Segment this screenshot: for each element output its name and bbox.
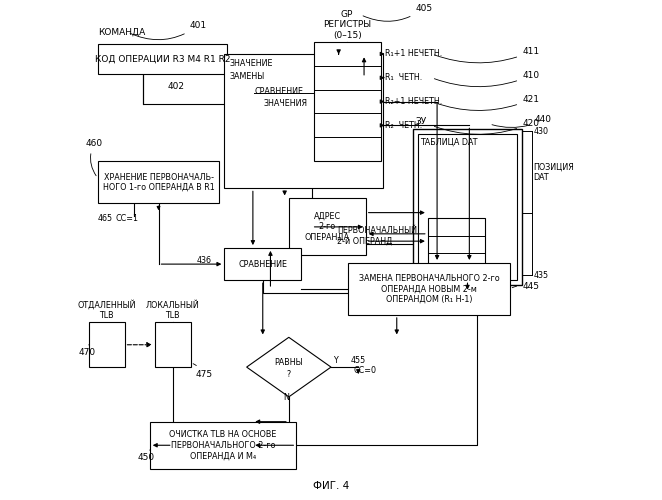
Text: 460: 460 xyxy=(85,140,103,175)
Text: ЗАМЕНЫ: ЗАМЕНЫ xyxy=(229,72,265,81)
Text: СРАВНЕНИЕ: СРАВНЕНИЕ xyxy=(238,260,287,268)
Text: КОМАНДА: КОМАНДА xyxy=(98,28,145,37)
FancyBboxPatch shape xyxy=(98,161,219,204)
Text: R₂  ЧЕТН.: R₂ ЧЕТН. xyxy=(385,121,422,130)
Text: 411: 411 xyxy=(434,48,540,63)
Text: R₁  ЧЕТН.: R₁ ЧЕТН. xyxy=(385,74,422,82)
FancyBboxPatch shape xyxy=(348,263,510,315)
Text: GP
РЕГИСТРЫ
(0–15): GP РЕГИСТРЫ (0–15) xyxy=(323,10,371,40)
Text: ПОЗИЦИЯ
DAT: ПОЗИЦИЯ DAT xyxy=(534,162,574,182)
FancyBboxPatch shape xyxy=(314,42,381,161)
Text: 440: 440 xyxy=(492,116,551,128)
Text: 445: 445 xyxy=(512,282,539,291)
Text: ЛОКАЛЬНЫЙ
TLB: ЛОКАЛЬНЫЙ TLB xyxy=(146,300,199,320)
Text: ХРАНЕНИЕ ПЕРВОНАЧАЛЬ-
НОГО 1-го ОПЕРАНДА В R1: ХРАНЕНИЕ ПЕРВОНАЧАЛЬ- НОГО 1-го ОПЕРАНДА… xyxy=(103,172,214,192)
Text: 405: 405 xyxy=(363,4,432,21)
Text: АДРЕС
2-го
ОПЕРАНДА: АДРЕС 2-го ОПЕРАНДА xyxy=(305,212,350,242)
Text: 470: 470 xyxy=(79,345,96,356)
FancyBboxPatch shape xyxy=(413,129,522,285)
FancyBboxPatch shape xyxy=(224,248,301,280)
FancyBboxPatch shape xyxy=(89,322,124,367)
Text: ФИГ. 4: ФИГ. 4 xyxy=(313,481,349,491)
Text: КОД ОПЕРАЦИИ R3 M4 R1 R2: КОД ОПЕРАЦИИ R3 M4 R1 R2 xyxy=(95,55,230,64)
Text: 436: 436 xyxy=(197,256,212,266)
Text: R₂+1 НЕЧЕТН.: R₂+1 НЕЧЕТН. xyxy=(385,97,442,106)
FancyBboxPatch shape xyxy=(289,198,365,256)
FancyBboxPatch shape xyxy=(428,218,485,270)
Polygon shape xyxy=(247,338,331,397)
Text: 402: 402 xyxy=(167,82,184,90)
Text: СС=0: СС=0 xyxy=(354,366,376,374)
Text: ЗАМЕНА ПЕРВОНАЧАЛЬНОГО 2-го
ОПЕРАНДА НОВЫМ 2-м
ОПЕРАНДОМ (R₁ H-1): ЗАМЕНА ПЕРВОНАЧАЛЬНОГО 2-го ОПЕРАНДА НОВ… xyxy=(359,274,499,304)
Text: 435: 435 xyxy=(534,271,549,280)
Text: ПЕРВОНАЧАЛЬНЫЙ
2-й ОПЕРАНД: ПЕРВОНАЧАЛЬНЫЙ 2-й ОПЕРАНД xyxy=(337,226,417,246)
FancyBboxPatch shape xyxy=(98,44,227,74)
Text: ЗУ: ЗУ xyxy=(415,118,426,126)
Text: 475: 475 xyxy=(193,364,213,379)
Text: СРАВНЕНИЕ: СРАВНЕНИЕ xyxy=(254,86,303,96)
Text: 430: 430 xyxy=(534,127,549,136)
Text: ЗНАЧЕНИЯ: ЗНАЧЕНИЯ xyxy=(264,99,308,108)
Text: 450: 450 xyxy=(138,450,154,462)
Text: ЗНАЧЕНИЕ: ЗНАЧЕНИЕ xyxy=(229,60,273,68)
FancyBboxPatch shape xyxy=(224,54,383,188)
Text: СС=1: СС=1 xyxy=(115,214,138,223)
FancyBboxPatch shape xyxy=(418,134,517,280)
Text: ?: ? xyxy=(287,370,291,379)
Text: РАВНЫ: РАВНЫ xyxy=(275,358,303,366)
Text: ТАБЛИЦА DAT: ТАБЛИЦА DAT xyxy=(420,138,478,147)
Text: Y: Y xyxy=(334,356,338,364)
Text: ОЧИСТКА TLB НА ОСНОВЕ
ПЕРВОНАЧАЛЬНОГО 2-го
ОПЕРАНДА И М₄: ОЧИСТКА TLB НА ОСНОВЕ ПЕРВОНАЧАЛЬНОГО 2-… xyxy=(169,430,277,460)
Text: 421: 421 xyxy=(434,95,539,110)
Text: 420: 420 xyxy=(434,119,539,134)
FancyBboxPatch shape xyxy=(155,322,191,367)
Text: 410: 410 xyxy=(434,72,540,86)
FancyBboxPatch shape xyxy=(150,422,297,469)
Text: N: N xyxy=(283,393,289,402)
Text: ОТДАЛЕННЫЙ
TLB: ОТДАЛЕННЫЙ TLB xyxy=(77,300,136,320)
Text: R₁+1 НЕЧЕТН.: R₁+1 НЕЧЕТН. xyxy=(385,50,442,58)
Text: 401: 401 xyxy=(130,21,207,40)
Text: 455: 455 xyxy=(351,356,366,364)
Text: 465: 465 xyxy=(98,214,113,223)
